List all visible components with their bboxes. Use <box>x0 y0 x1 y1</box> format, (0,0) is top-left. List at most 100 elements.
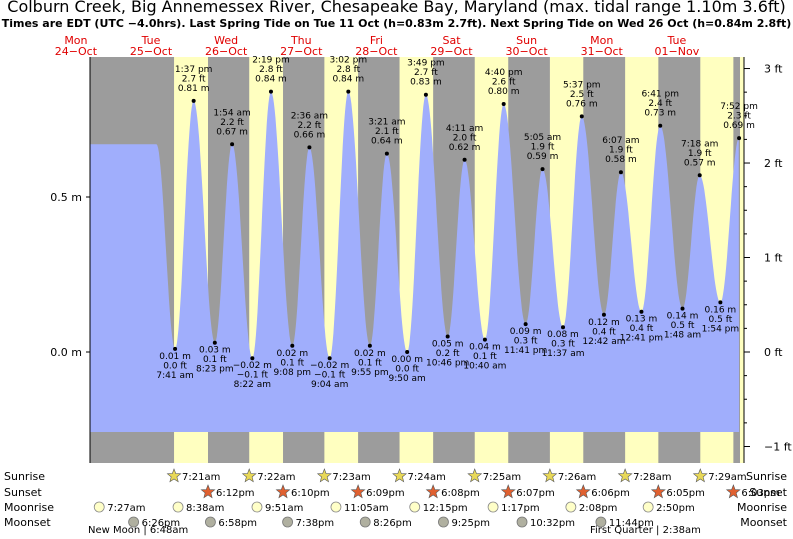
high-tide-point <box>307 145 312 150</box>
moonset-icon <box>128 516 140 528</box>
low-tide-label: 0.08 m <box>547 330 579 340</box>
low-tide-label: 0.00 m <box>391 355 423 365</box>
moonrise-time: 8:38am <box>186 503 224 514</box>
low-tide-point <box>680 306 685 311</box>
moonrise-icon <box>93 501 105 513</box>
sunrise-time: 7:21am <box>182 472 220 483</box>
sunset-time: 6:03pm <box>741 488 780 499</box>
moonset-label-left: Moonset <box>4 516 51 529</box>
low-tide-point <box>367 343 372 348</box>
low-tide-point <box>290 343 295 348</box>
sunset-icon <box>575 484 591 499</box>
high-tide-point <box>346 89 351 94</box>
low-tide-label: 0.0 ft <box>395 365 419 375</box>
sunrise-icon <box>241 468 257 483</box>
low-tide-label: 0.0 ft <box>163 361 187 371</box>
high-tide-label: 4:11 am <box>446 124 483 134</box>
high-tide-label: 1:37 pm <box>175 65 213 75</box>
moonrise-time: 7:27am <box>107 503 145 514</box>
low-tide-label: 0.1 ft <box>280 358 304 368</box>
day-date: 29−Oct <box>430 45 473 58</box>
high-tide-point <box>501 102 506 106</box>
moonset-time: 11:44pm <box>609 518 654 529</box>
high-tide-point <box>579 114 584 119</box>
high-tide-label: 2.2 ft <box>298 121 322 131</box>
high-tide-label: 0.64 m <box>371 137 403 147</box>
sunrise-time: 7:26am <box>558 472 596 483</box>
high-tide-label: 2:19 pm <box>252 56 290 66</box>
day-date: 30−Oct <box>506 45 549 58</box>
high-tide-label: 3:49 pm <box>407 59 445 69</box>
low-tide-label: 0.04 m <box>469 343 501 353</box>
sunset-label-left: Sunset <box>4 486 42 499</box>
sunset-time: 6:08pm <box>441 488 480 499</box>
high-tide-point <box>618 170 623 175</box>
low-tide-label: 0.1 ft <box>203 355 227 365</box>
low-tide-label: 0.09 m <box>510 327 542 337</box>
moonrise-icon <box>487 501 499 513</box>
moonrise-label-right: Moonrise <box>737 501 787 514</box>
day-name: Mon <box>590 34 613 47</box>
high-tide-label: 0.80 m <box>488 87 520 97</box>
moonset-icon <box>359 516 371 528</box>
high-tide-label: 1:54 am <box>213 108 250 118</box>
moon-phase-new: New Moon | 6:48am <box>88 525 188 536</box>
moonset-time: 8:26pm <box>373 518 412 529</box>
low-tide-label: 0.1 ft <box>473 352 497 362</box>
low-tide-label: 9:04 am <box>311 380 348 390</box>
moonrise-time: 9:51am <box>265 503 303 514</box>
low-tide-point <box>445 334 450 339</box>
low-tide-label: 0.02 m <box>354 349 386 359</box>
sunset-icon <box>350 484 366 499</box>
high-tide-label: 7:18 am <box>681 139 718 149</box>
high-tide-point <box>737 136 742 141</box>
low-tide-point <box>173 346 178 351</box>
moonrise-time: 12:15pm <box>423 503 468 514</box>
moonrise-icon <box>172 501 184 513</box>
low-tide-point <box>523 322 528 327</box>
low-tide-label: −0.02 m <box>310 361 349 371</box>
sunrise-time: 7:25am <box>483 472 521 483</box>
high-tide-label: 0.57 m <box>684 158 716 168</box>
moonrise-time: 2:50pm <box>656 503 695 514</box>
sunrise-label-left: Sunrise <box>4 470 45 483</box>
high-tide-label: 2.4 ft <box>648 99 672 109</box>
moonset-time: 6:26pm <box>142 518 181 529</box>
high-tide-label: 1.9 ft <box>609 146 633 156</box>
high-tide-label: 0.76 m <box>566 99 598 109</box>
chart-title: Colburn Creek, Big Annemessex River, Che… <box>7 0 786 16</box>
sunset-label-right: Sunset <box>749 486 787 499</box>
moonrise-icon <box>330 501 342 513</box>
sunrise-time: 7:28am <box>633 472 671 483</box>
sunset-time: 6:05pm <box>666 488 705 499</box>
day-date: 25−Oct <box>130 45 173 58</box>
day-name: Fri <box>370 34 383 47</box>
sunset-icon <box>275 484 291 499</box>
high-tide-label: 2.0 ft <box>453 133 477 143</box>
low-tide-label: 0.1 ft <box>358 358 382 368</box>
high-tide-label: 0.73 m <box>644 109 676 119</box>
moonrise-icon <box>565 501 577 513</box>
high-tide-label: 7:52 pm <box>720 102 758 112</box>
high-tide-label: 6:41 pm <box>641 90 679 100</box>
low-tide-label: 7:41 am <box>156 371 193 381</box>
moonset-time: 7:38pm <box>296 518 335 529</box>
high-tide-label: 0.66 m <box>294 130 326 140</box>
moonset-time: 10:32pm <box>530 518 575 529</box>
sunrise-icon <box>542 468 558 483</box>
moonset-icon <box>516 516 528 528</box>
high-tide-label: 2.7 ft <box>182 74 206 84</box>
sunrise-icon <box>692 468 708 483</box>
low-tide-label: 0.16 m <box>705 305 737 315</box>
day-date: 31−Oct <box>581 45 624 58</box>
high-tide-label: 2.7 ft <box>414 68 438 78</box>
moonset-icon <box>595 516 607 528</box>
low-tide-point <box>327 356 332 361</box>
moon-phase-first-quarter: First Quarter | 2:38am <box>590 525 701 536</box>
moonrise-icon <box>642 501 654 513</box>
sunrise-icon <box>166 468 182 483</box>
high-tide-label: 0.69 m <box>723 121 755 131</box>
low-tide-label: 9:55 pm <box>351 368 389 378</box>
sunset-icon <box>725 484 741 499</box>
